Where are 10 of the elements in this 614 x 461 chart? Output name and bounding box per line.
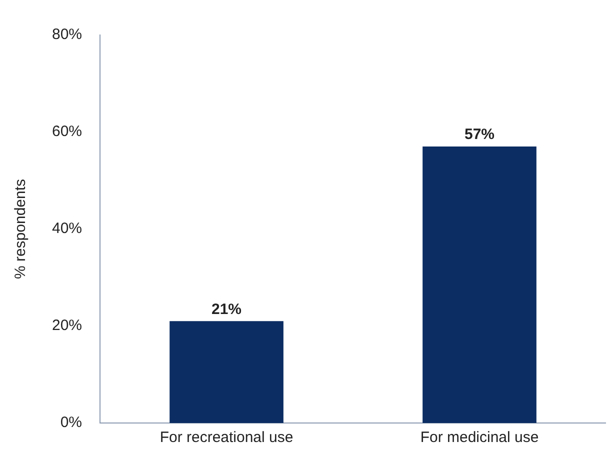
y-tick-label: 20% <box>52 317 82 334</box>
y-tick-label: 0% <box>60 414 82 432</box>
y-tick-label: 40% <box>52 220 82 238</box>
x-tick-label: For recreational use <box>160 429 294 446</box>
y-axis-title: % respondents <box>12 178 30 280</box>
x-tick-label: For medicinal use <box>420 429 539 446</box>
y-tick-label: 80% <box>52 26 82 44</box>
y-tick-label: 60% <box>52 123 82 140</box>
data-label: 57% <box>464 126 495 144</box>
data-label: 21% <box>212 300 242 318</box>
